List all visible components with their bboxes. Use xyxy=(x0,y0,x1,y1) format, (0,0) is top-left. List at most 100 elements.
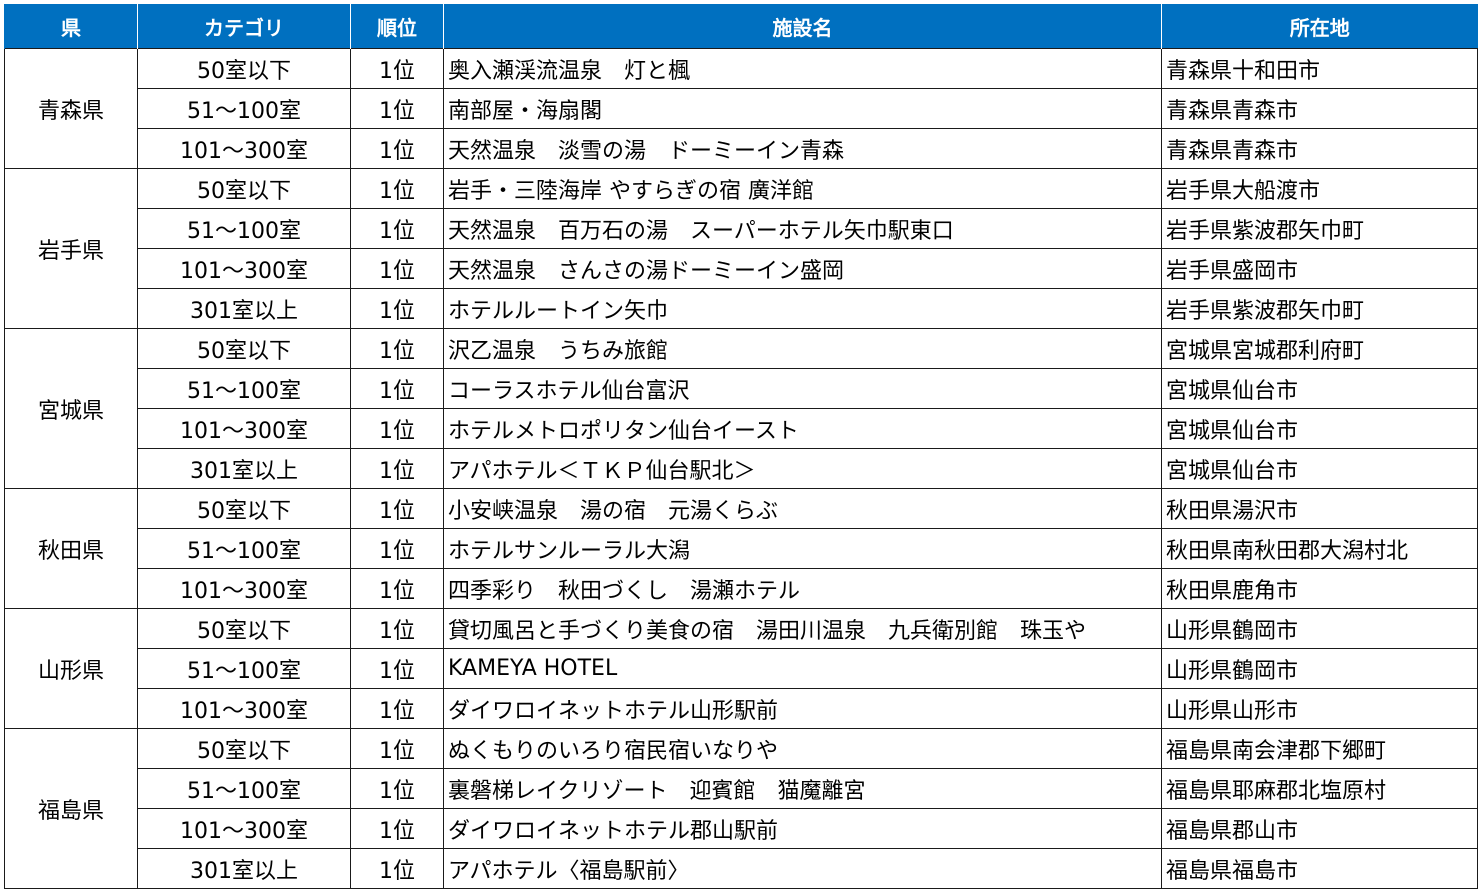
rank-cell: 1位 xyxy=(350,608,444,649)
category-cell: 50室以下 xyxy=(137,328,351,369)
facility-cell: アパホテル〈福島駅前〉 xyxy=(443,848,1162,889)
category-cell: 51～100室 xyxy=(137,528,351,569)
location-cell: 山形県山形市 xyxy=(1161,688,1478,729)
category-cell: 50室以下 xyxy=(137,728,351,769)
rank-cell: 1位 xyxy=(350,528,444,569)
facility-cell: 裏磐梯レイクリゾート 迎賓館 猫魔離宮 xyxy=(443,768,1162,809)
location-cell: 福島県福島市 xyxy=(1161,848,1478,889)
prefecture-cell: 岩手県 xyxy=(4,168,138,329)
location-cell: 岩手県大船渡市 xyxy=(1161,168,1478,209)
table-header-row: 県 カテゴリ 順位 施設名 所在地 xyxy=(4,4,1478,49)
rank-cell: 1位 xyxy=(350,288,444,329)
facility-cell: ホテルルートイン矢巾 xyxy=(443,288,1162,329)
facility-cell: KAMEYA HOTEL xyxy=(443,648,1162,689)
facility-cell: ダイワロイネットホテル山形駅前 xyxy=(443,688,1162,729)
rank-cell: 1位 xyxy=(350,728,444,769)
category-cell: 101～300室 xyxy=(137,688,351,729)
location-cell: 岩手県紫波郡矢巾町 xyxy=(1161,288,1478,329)
table-row: 秋田県 50室以下 1位 小安峡温泉 湯の宿 元湯くらぶ 秋田県湯沢市 xyxy=(4,488,1478,609)
location-cell: 秋田県湯沢市 xyxy=(1161,488,1478,529)
category-cell: 50室以下 xyxy=(137,48,351,89)
table-row: 101～300室 1位 ダイワロイネットホテル山形駅前 山形県山形市 xyxy=(5,688,1478,729)
facility-cell: 天然温泉 淡雪の湯 ドーミーイン青森 xyxy=(443,128,1162,169)
facility-cell: 奥入瀬渓流温泉 灯と楓 xyxy=(443,48,1162,89)
rank-cell: 1位 xyxy=(350,88,444,129)
table-row: 岩手県 50室以下 1位 岩手・三陸海岸 やすらぎの宿 廣洋館 岩手県大船渡市 xyxy=(4,168,1478,329)
location-cell: 福島県耶麻郡北塩原村 xyxy=(1161,768,1478,809)
table-row: 101～300室 1位 ダイワロイネットホテル郡山駅前 福島県郡山市 xyxy=(5,808,1478,849)
category-cell: 51～100室 xyxy=(137,368,351,409)
table-row: 宮城県 50室以下 1位 沢乙温泉 うちみ旅館 宮城県宮城郡利府町 xyxy=(4,328,1478,489)
facility-cell: ぬくもりのいろり宿民宿いなりや xyxy=(443,728,1162,769)
facility-cell: アパホテル＜ＴＫＰ仙台駅北＞ xyxy=(443,448,1162,489)
category-cell: 101～300室 xyxy=(137,408,351,449)
table-row: 301室以上 1位 アパホテル＜ＴＫＰ仙台駅北＞ 宮城県仙台市 xyxy=(5,448,1478,489)
category-cell: 101～300室 xyxy=(137,128,351,169)
table-row: 51～100室 1位 裏磐梯レイクリゾート 迎賓館 猫魔離宮 福島県耶麻郡北塩原村 xyxy=(5,768,1478,809)
rank-cell: 1位 xyxy=(350,248,444,289)
location-cell: 秋田県南秋田郡大潟村北 xyxy=(1161,528,1478,569)
location-cell: 岩手県盛岡市 xyxy=(1161,248,1478,289)
rank-cell: 1位 xyxy=(350,128,444,169)
facility-cell: 天然温泉 さんさの湯ドーミーイン盛岡 xyxy=(443,248,1162,289)
facility-cell: コーラスホテル仙台富沢 xyxy=(443,368,1162,409)
facility-cell: 四季彩り 秋田づくし 湯瀬ホテル xyxy=(443,568,1162,609)
category-cell: 51～100室 xyxy=(137,768,351,809)
prefecture-cell: 青森県 xyxy=(4,48,138,169)
category-cell: 51～100室 xyxy=(137,88,351,129)
table-row: 青森県 50室以下 1位 奥入瀬渓流温泉 灯と楓 青森県十和田市 xyxy=(4,48,1478,169)
location-cell: 福島県郡山市 xyxy=(1161,808,1478,849)
facility-cell: ダイワロイネットホテル郡山駅前 xyxy=(443,808,1162,849)
header-rank: 順位 xyxy=(350,4,444,49)
location-cell: 宮城県宮城郡利府町 xyxy=(1161,328,1478,369)
table-row: 51～100室 1位 KAMEYA HOTEL 山形県鶴岡市 xyxy=(5,648,1478,689)
table-row: 101～300室 1位 ホテルメトロポリタン仙台イースト 宮城県仙台市 xyxy=(5,408,1478,449)
location-cell: 山形県鶴岡市 xyxy=(1161,648,1478,689)
category-cell: 301室以上 xyxy=(137,848,351,889)
header-prefecture: 県 xyxy=(4,4,138,49)
table-row: 福島県 50室以下 1位 ぬくもりのいろり宿民宿いなりや 福島県南会津郡下郷町 xyxy=(4,728,1478,889)
location-cell: 秋田県鹿角市 xyxy=(1161,568,1478,609)
rank-cell: 1位 xyxy=(350,208,444,249)
prefecture-cell: 福島県 xyxy=(4,728,138,889)
rank-cell: 1位 xyxy=(350,688,444,729)
table-row: 101～300室 1位 四季彩り 秋田づくし 湯瀬ホテル 秋田県鹿角市 xyxy=(5,568,1478,609)
facility-cell: 貸切風呂と手づくり美食の宿 湯田川温泉 九兵衛別館 珠玉や xyxy=(443,608,1162,649)
prefecture-cell: 宮城県 xyxy=(4,328,138,489)
facility-cell: ホテルサンルーラル大潟 xyxy=(443,528,1162,569)
location-cell: 岩手県紫波郡矢巾町 xyxy=(1161,208,1478,249)
category-cell: 50室以下 xyxy=(137,488,351,529)
category-cell: 101～300室 xyxy=(137,248,351,289)
prefecture-cell: 秋田県 xyxy=(4,488,138,609)
table-row: 101～300室 1位 天然温泉 淡雪の湯 ドーミーイン青森 青森県青森市 xyxy=(5,128,1478,169)
category-cell: 301室以上 xyxy=(137,288,351,329)
rank-cell: 1位 xyxy=(350,808,444,849)
table-row: 101～300室 1位 天然温泉 さんさの湯ドーミーイン盛岡 岩手県盛岡市 xyxy=(5,248,1478,289)
rank-cell: 1位 xyxy=(350,328,444,369)
location-cell: 宮城県仙台市 xyxy=(1161,448,1478,489)
table-row: 301室以上 1位 アパホテル〈福島駅前〉 福島県福島市 xyxy=(5,848,1478,889)
table-row: 51～100室 1位 南部屋・海扇閣 青森県青森市 xyxy=(5,88,1478,129)
category-cell: 101～300室 xyxy=(137,808,351,849)
location-cell: 山形県鶴岡市 xyxy=(1161,608,1478,649)
header-location: 所在地 xyxy=(1161,4,1478,49)
table-body: 青森県 50室以下 1位 奥入瀬渓流温泉 灯と楓 青森県十和田市 51～100室 1位 南部屋… xyxy=(4,48,1478,889)
prefecture-cell: 山形県 xyxy=(4,608,138,729)
facility-cell: ホテルメトロポリタン仙台イースト xyxy=(443,408,1162,449)
facility-cell: 岩手・三陸海岸 やすらぎの宿 廣洋館 xyxy=(443,168,1162,209)
location-cell: 福島県南会津郡下郷町 xyxy=(1161,728,1478,769)
header-facility: 施設名 xyxy=(443,4,1162,49)
table-row: 301室以上 1位 ホテルルートイン矢巾 岩手県紫波郡矢巾町 xyxy=(5,288,1478,329)
rank-cell: 1位 xyxy=(350,768,444,809)
rank-cell: 1位 xyxy=(350,488,444,529)
table-row: 51～100室 1位 天然温泉 百万石の湯 スーパーホテル矢巾駅東口 岩手県紫波郡矢巾… xyxy=(5,208,1478,249)
category-cell: 50室以下 xyxy=(137,608,351,649)
location-cell: 青森県青森市 xyxy=(1161,128,1478,169)
category-cell: 50室以下 xyxy=(137,168,351,209)
rank-cell: 1位 xyxy=(350,568,444,609)
rank-cell: 1位 xyxy=(350,168,444,209)
location-cell: 宮城県仙台市 xyxy=(1161,408,1478,449)
category-cell: 101～300室 xyxy=(137,568,351,609)
category-cell: 301室以上 xyxy=(137,448,351,489)
facility-cell: 南部屋・海扇閣 xyxy=(443,88,1162,129)
